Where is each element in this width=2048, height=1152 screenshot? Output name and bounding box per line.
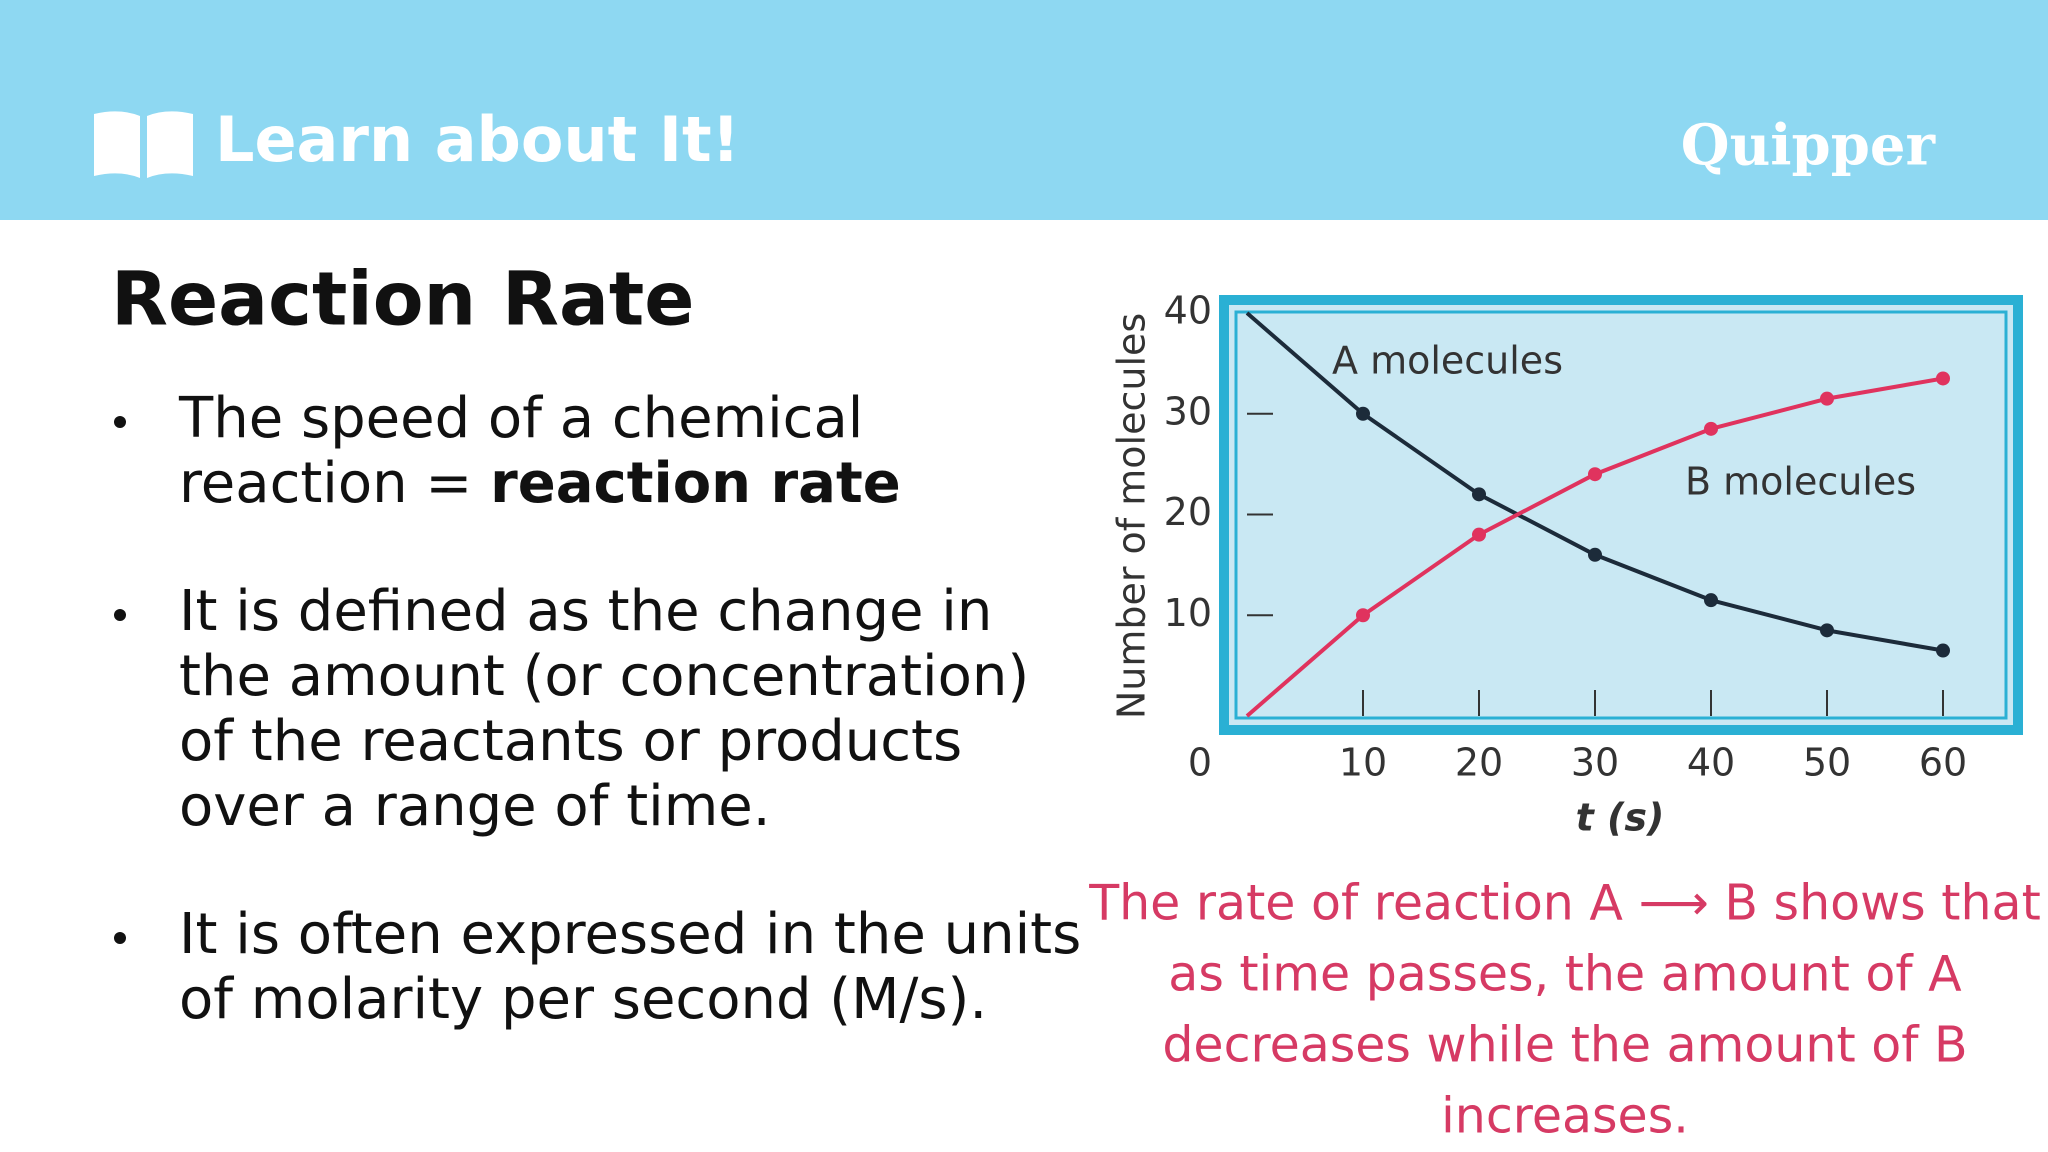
caption: The rate of reaction A ⟶ B shows that as … xyxy=(1088,875,2041,1145)
slide-title: Reaction Rate xyxy=(111,257,694,343)
bullet-dot xyxy=(114,416,126,428)
x-tick-label: 30 xyxy=(1571,741,1619,785)
caption-line: decreases while the amount of B xyxy=(1162,1017,1967,1074)
plot-frame xyxy=(1219,295,2023,735)
bullet-text: the amount (or concentration) xyxy=(179,644,1029,709)
data-point xyxy=(1588,467,1602,482)
y-tick-label: 0 xyxy=(1188,741,1212,785)
bullet-dot xyxy=(114,932,126,944)
bullet-dot xyxy=(114,609,126,621)
brand-logo: Quipper xyxy=(1681,113,1937,179)
x-tick-label: 50 xyxy=(1803,741,1851,785)
x-tick-label: 40 xyxy=(1687,741,1735,785)
data-point xyxy=(1356,608,1370,623)
data-point xyxy=(1472,527,1486,542)
caption-line: increases. xyxy=(1441,1088,1689,1145)
bullet-text: over a range of time. xyxy=(179,774,771,839)
header-title: Learn about It! xyxy=(215,103,740,176)
x-tick-label: 60 xyxy=(1919,741,1967,785)
y-axis-label: Number of molecules xyxy=(1110,313,1154,719)
data-point xyxy=(1936,643,1950,658)
data-point xyxy=(1588,547,1602,562)
series-label: B molecules xyxy=(1685,460,1916,504)
caption-line: The rate of reaction A ⟶ B shows that xyxy=(1088,875,2041,932)
plot-inner-frame xyxy=(1234,310,2008,720)
x-axis-label: t (s) xyxy=(1576,796,1665,840)
x-tick-label: 20 xyxy=(1455,741,1503,785)
data-point xyxy=(1820,623,1834,638)
series-label: A molecules xyxy=(1332,339,1563,383)
bullet-text: of molarity per second (M/s). xyxy=(179,967,987,1032)
book-icon xyxy=(94,111,193,178)
data-point xyxy=(1936,371,1950,386)
bullet-text: of the reactants or products xyxy=(179,709,962,774)
bold-text: reaction rate xyxy=(490,451,901,516)
y-tick-label: 30 xyxy=(1164,389,1212,433)
chart: 0 10 20 30 40 10 20 30 40 50 60 t (s) Number of mole… xyxy=(1110,289,1968,840)
header-bar xyxy=(0,0,2048,220)
bullet-text: It is often expressed in the units xyxy=(179,902,1081,967)
bullet-text: The speed of a chemical xyxy=(178,386,863,451)
y-tick-label: 20 xyxy=(1164,490,1212,534)
data-point xyxy=(1704,421,1718,436)
caption-line: as time passes, the amount of A xyxy=(1168,946,1962,1003)
y-tick-label: 40 xyxy=(1164,289,1212,333)
y-tick-label: 10 xyxy=(1164,591,1212,635)
data-point xyxy=(1704,593,1718,608)
data-point xyxy=(1472,487,1486,502)
bullet-text: It is defined as the change in xyxy=(179,579,992,644)
bullet-text: reaction = reaction rate xyxy=(179,451,901,516)
x-tick-label: 10 xyxy=(1339,741,1387,785)
data-point xyxy=(1356,406,1370,421)
data-point xyxy=(1820,391,1834,406)
